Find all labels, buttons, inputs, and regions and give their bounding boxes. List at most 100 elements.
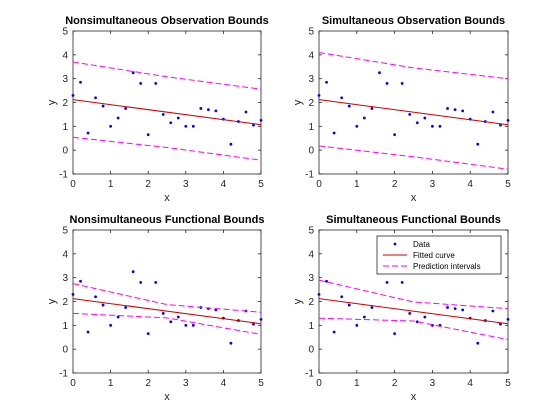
data-point [408,312,412,315]
legend-label: Prediction intervals [413,262,481,271]
y-tick-label: 2 [62,98,68,109]
x-tick-label: 0 [316,378,322,389]
data-point [214,308,218,312]
data-point [446,306,449,309]
data-point [423,116,427,120]
y-axis-label: y [46,298,58,304]
x-tick-label: 0 [70,179,76,190]
data-point [176,315,180,319]
data-point [499,322,502,326]
prediction-bound-line [72,312,262,335]
y-tick-label: 0 [62,146,68,157]
data-point [94,295,97,299]
x-tick-label: 3 [430,179,436,190]
y-tick-label: 4 [308,50,314,61]
x-tick-label: 0 [70,378,76,389]
data-point [116,315,120,319]
x-tick-label: 2 [392,179,398,190]
y-tick-label: 3 [62,74,68,85]
y-tick-label: 5 [308,226,314,237]
data-point [506,118,510,122]
y-axis-label: y [292,99,304,105]
data-point [332,131,336,135]
legend: Data Fitted curve Prediction intervals [376,235,502,275]
x-tick-label: 2 [145,378,151,389]
chart-title: Simultaneous Observation Bounds [322,15,505,27]
y-tick-label: 5 [62,226,68,237]
fitted-curve-line [318,99,509,126]
data-point [453,307,457,311]
data-point [109,124,112,128]
x-tick-label: 5 [258,179,264,190]
data-point [491,110,495,114]
data-point [259,317,263,321]
y-tick-label: -1 [305,369,314,380]
data-point [393,133,396,137]
data-point [355,124,359,128]
data-point [124,306,128,309]
data-point [109,323,112,327]
data-point [317,292,321,296]
data-point [415,121,419,125]
data-point [438,124,442,128]
x-tick-label: 5 [505,179,511,190]
data-point [325,80,328,84]
data-point [347,104,351,108]
y-tick-label: 1 [62,321,68,332]
data-point [86,330,90,334]
x-axis-label: x [164,192,170,204]
x-tick-label: 3 [430,378,436,389]
legend-label: Data [413,240,430,249]
data-point [415,320,419,324]
axes-box [318,30,509,175]
x-tick-label: 1 [354,179,360,190]
data-point [146,332,150,336]
data-point [161,113,165,116]
y-tick-label: 0 [62,345,68,356]
chart-title: Nonsimultaneous Functional Bounds [70,214,265,226]
data-point [506,317,510,321]
data-point [131,270,135,274]
prediction-bound-line [72,136,262,161]
legend-label: Fitted curve [413,251,455,260]
data-point [317,93,321,97]
data-point [71,292,75,296]
data-point [176,116,180,120]
x-tick-label: 3 [183,179,189,190]
data-point [446,107,449,110]
data-point [362,315,366,319]
y-axis-label: y [46,99,58,105]
data-point [355,323,359,327]
data-point [378,71,381,75]
y-tick-label: 4 [62,50,68,61]
y-tick-label: 3 [62,273,68,284]
data-point [116,116,120,120]
axes-box [72,229,262,374]
y-tick-label: 5 [62,27,68,38]
prediction-bound-line [318,52,509,80]
data-point [161,312,165,315]
x-tick-label: 2 [145,179,151,190]
data-point [169,320,173,324]
data-point [385,281,389,284]
data-point [191,323,195,327]
prediction-bound-line [318,317,509,341]
data-point [154,82,158,85]
data-point [408,113,412,116]
data-point [214,109,218,113]
x-tick-label: 3 [183,378,189,389]
y-tick-label: 5 [308,27,314,38]
data-point [340,96,344,100]
y-tick-label: 1 [308,321,314,332]
x-tick-label: 5 [505,378,511,389]
prediction-bound-line [318,145,509,170]
data-point [400,281,404,284]
prediction-bound-line [72,283,262,313]
data-point [259,118,263,122]
data-point [131,71,135,75]
y-tick-label: 2 [308,297,314,308]
